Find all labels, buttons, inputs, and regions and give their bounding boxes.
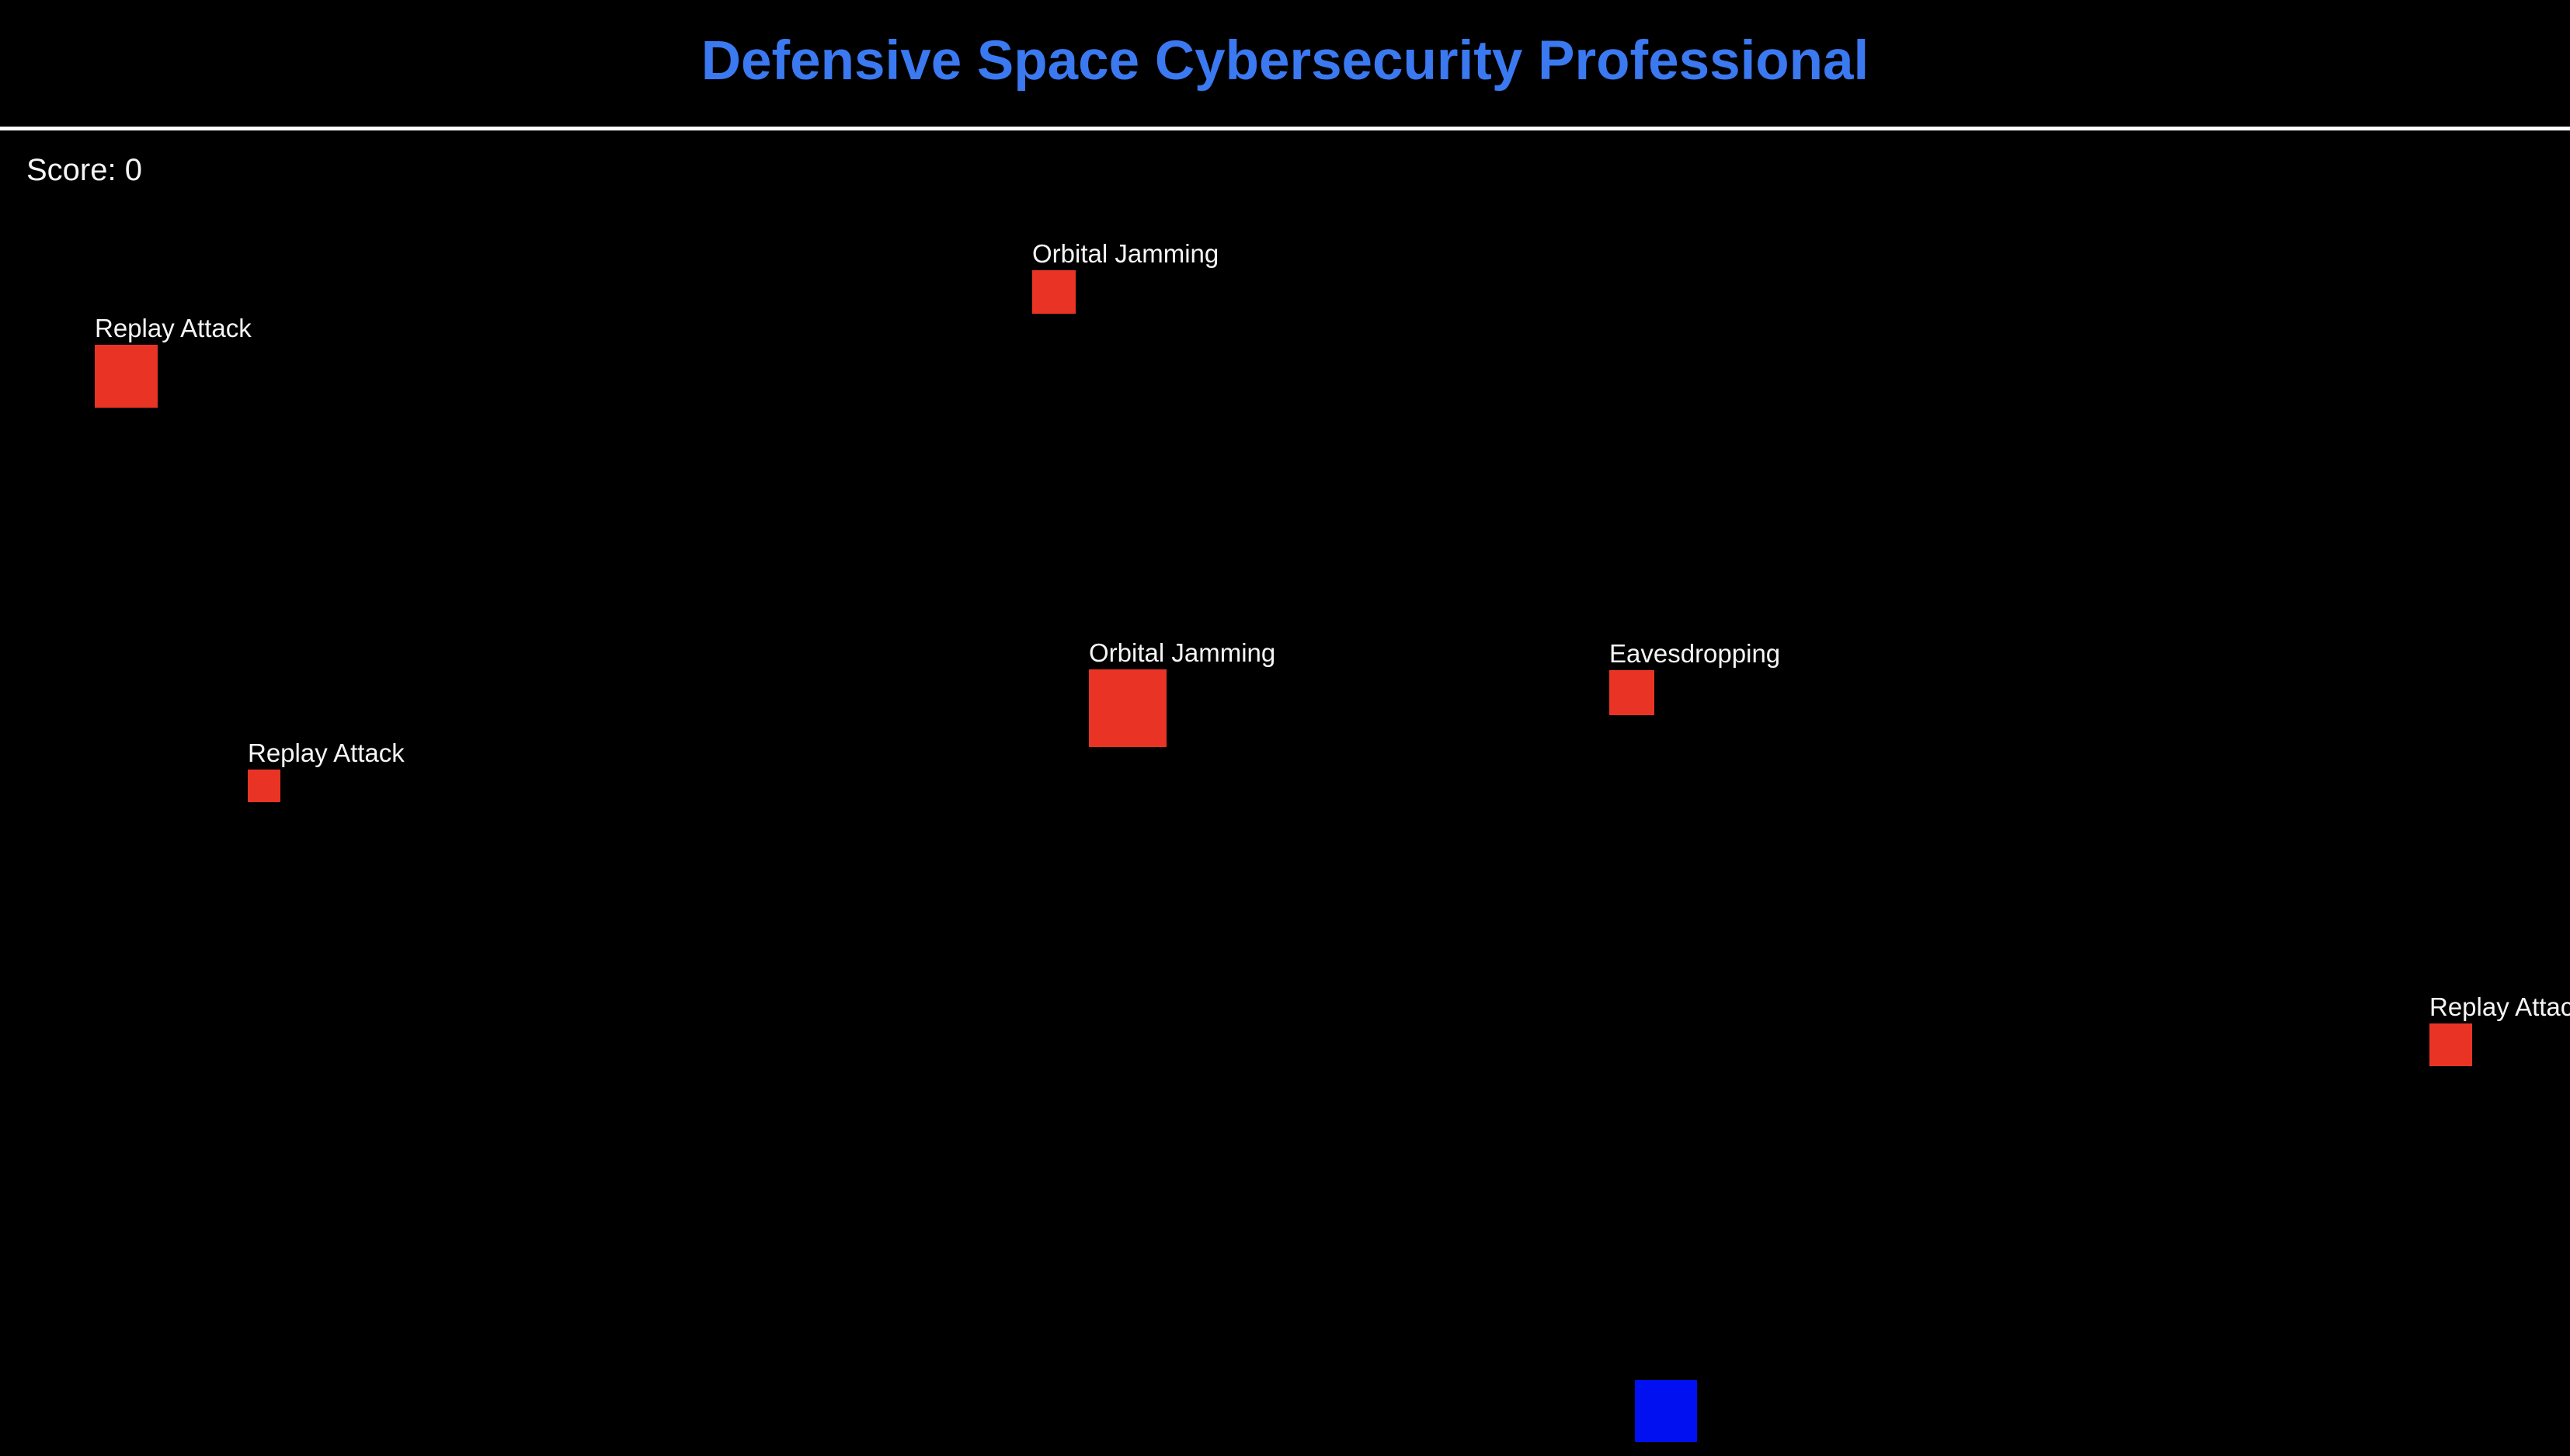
threat-orbital-jamming[interactable]: Orbital Jamming (1032, 237, 1219, 314)
game-area[interactable]: Orbital Jamming Replay Attack Orbital Jamm… (0, 130, 2570, 1456)
threat-square (1032, 270, 1076, 314)
threat-eavesdropping[interactable]: Eavesdropping (1609, 637, 1780, 715)
threat-label: Orbital Jamming (1032, 239, 1219, 268)
score-display: Score: 0 (26, 152, 142, 188)
threat-orbital-jamming[interactable]: Orbital Jamming (1089, 636, 1275, 747)
score-value: 0 (124, 153, 142, 187)
threat-square (1609, 670, 1654, 715)
threat-square (248, 770, 280, 802)
threat-label: Replay Attack (248, 738, 405, 767)
threat-label: Replay Attack (95, 314, 252, 342)
player-square[interactable] (1635, 1380, 1697, 1442)
game-header: Defensive Space Cybersecurity Profession… (0, 0, 2570, 130)
threat-label: Replay Attack (2429, 992, 2570, 1021)
score-label: Score: (26, 153, 117, 187)
threat-label: Orbital Jamming (1089, 638, 1276, 667)
threat-label: Eavesdropping (1609, 639, 1781, 668)
threat-square (1089, 669, 1167, 747)
threat-replay-attack[interactable]: Replay Attack (248, 736, 405, 802)
threat-replay-attack[interactable]: Replay Attack (95, 311, 252, 408)
threat-replay-attack[interactable]: Replay Attack (2429, 990, 2570, 1066)
threat-square (2429, 1023, 2472, 1066)
threat-square (95, 345, 158, 408)
game-title: Defensive Space Cybersecurity Profession… (701, 30, 1869, 92)
